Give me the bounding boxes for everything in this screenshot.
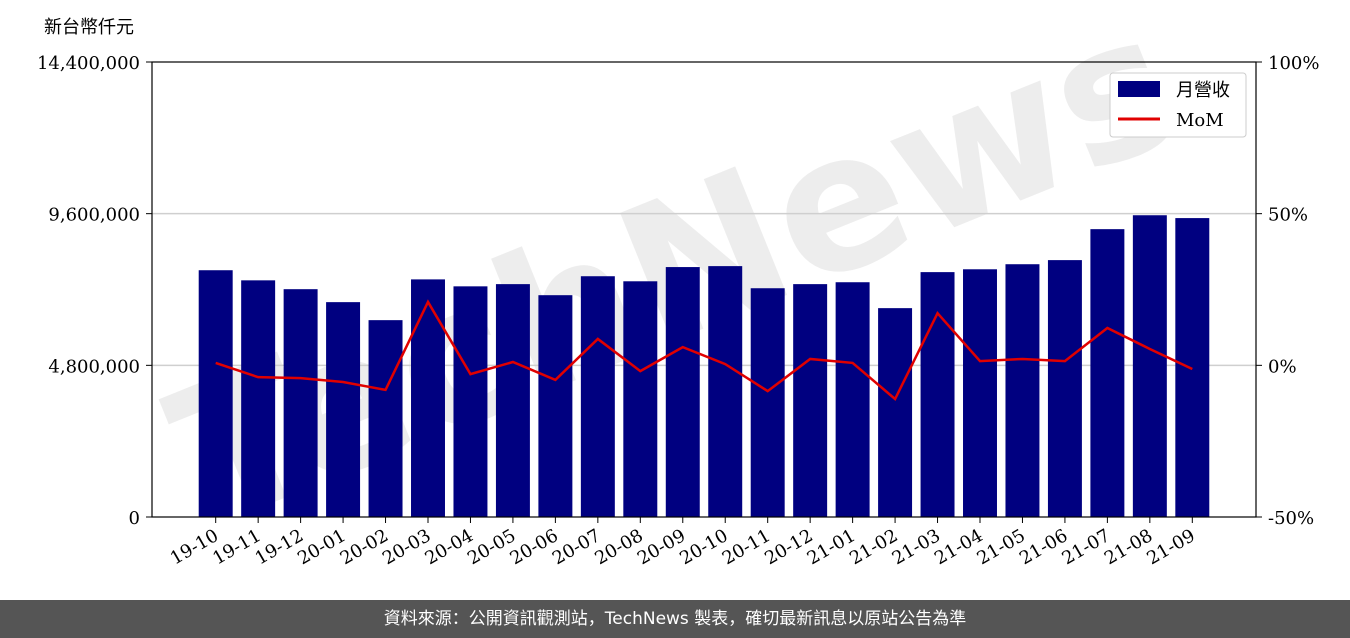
x-tick-label: 19-10 <box>167 525 222 569</box>
bar <box>1090 229 1125 518</box>
y2-tick-label: -50% <box>1268 508 1314 529</box>
x-tick-label: 21-02 <box>846 525 901 569</box>
x-tick-label: 20-12 <box>761 525 816 569</box>
x-tick-label: 21-08 <box>1101 525 1156 569</box>
bar <box>1047 260 1082 517</box>
bar <box>241 280 276 517</box>
x-tick-label: 20-08 <box>591 525 646 569</box>
y-tick-label: 14,400,000 <box>37 53 140 74</box>
x-tick-label: 21-01 <box>804 525 859 569</box>
bar <box>1132 215 1167 517</box>
x-tick-label: 20-04 <box>422 525 477 569</box>
x-tick-label: 20-02 <box>337 525 392 569</box>
bar <box>920 272 955 517</box>
bar <box>368 320 403 517</box>
x-tick-label: 20-07 <box>549 525 604 569</box>
x-tick-label: 21-03 <box>889 525 944 569</box>
x-tick-label: 20-06 <box>506 525 561 569</box>
y-tick-label: 4,800,000 <box>48 356 140 377</box>
bar <box>495 284 530 517</box>
bar <box>580 276 615 517</box>
bar <box>1175 218 1210 517</box>
bar <box>623 281 658 517</box>
x-tick-label: 21-05 <box>974 525 1029 569</box>
y2-tick-label: 0% <box>1268 356 1297 377</box>
plot-frame <box>151 61 1257 518</box>
x-tick-label: 21-09 <box>1143 525 1198 569</box>
bar <box>665 267 700 517</box>
y2-tick-label: 50% <box>1268 205 1308 226</box>
y-axis-title: 新台幣仟元 <box>44 17 134 38</box>
x-tick-label: 20-10 <box>676 525 731 569</box>
bar <box>1005 264 1040 517</box>
footer: 資料來源：公開資訊觀測站，TechNews 製表，確切最新訊息以原站公告為準 <box>0 600 1350 638</box>
bar <box>708 266 743 517</box>
bar <box>750 288 785 517</box>
legend-label: 月營收 <box>1176 80 1230 101</box>
x-tick-label: 21-04 <box>931 525 986 569</box>
bar <box>198 270 233 517</box>
bar <box>878 308 913 517</box>
bar <box>326 302 361 517</box>
legend-label: MoM <box>1176 110 1224 131</box>
bar <box>538 295 573 517</box>
bar <box>835 282 870 517</box>
y2-tick-label: 100% <box>1268 53 1319 74</box>
chart: TechNews 新台幣仟元 04,800,0009,600,00014,400… <box>37 0 1320 570</box>
bar <box>963 269 997 517</box>
x-tick-label: 20-05 <box>464 525 519 569</box>
x-tick-label: 20-03 <box>379 525 434 569</box>
x-tick-label: 21-06 <box>1016 525 1071 569</box>
bar <box>411 279 445 517</box>
x-tick-label: 20-09 <box>634 525 689 569</box>
y-tick-label: 9,600,000 <box>48 205 140 226</box>
bar <box>453 286 488 517</box>
legend-swatch <box>1118 81 1160 97</box>
x-tick-label: 20-11 <box>719 525 774 569</box>
line <box>215 299 1193 401</box>
bar <box>793 284 828 517</box>
y-tick-label: 0 <box>129 508 140 529</box>
bar <box>283 289 318 517</box>
x-tick-label: 21-07 <box>1058 525 1113 569</box>
